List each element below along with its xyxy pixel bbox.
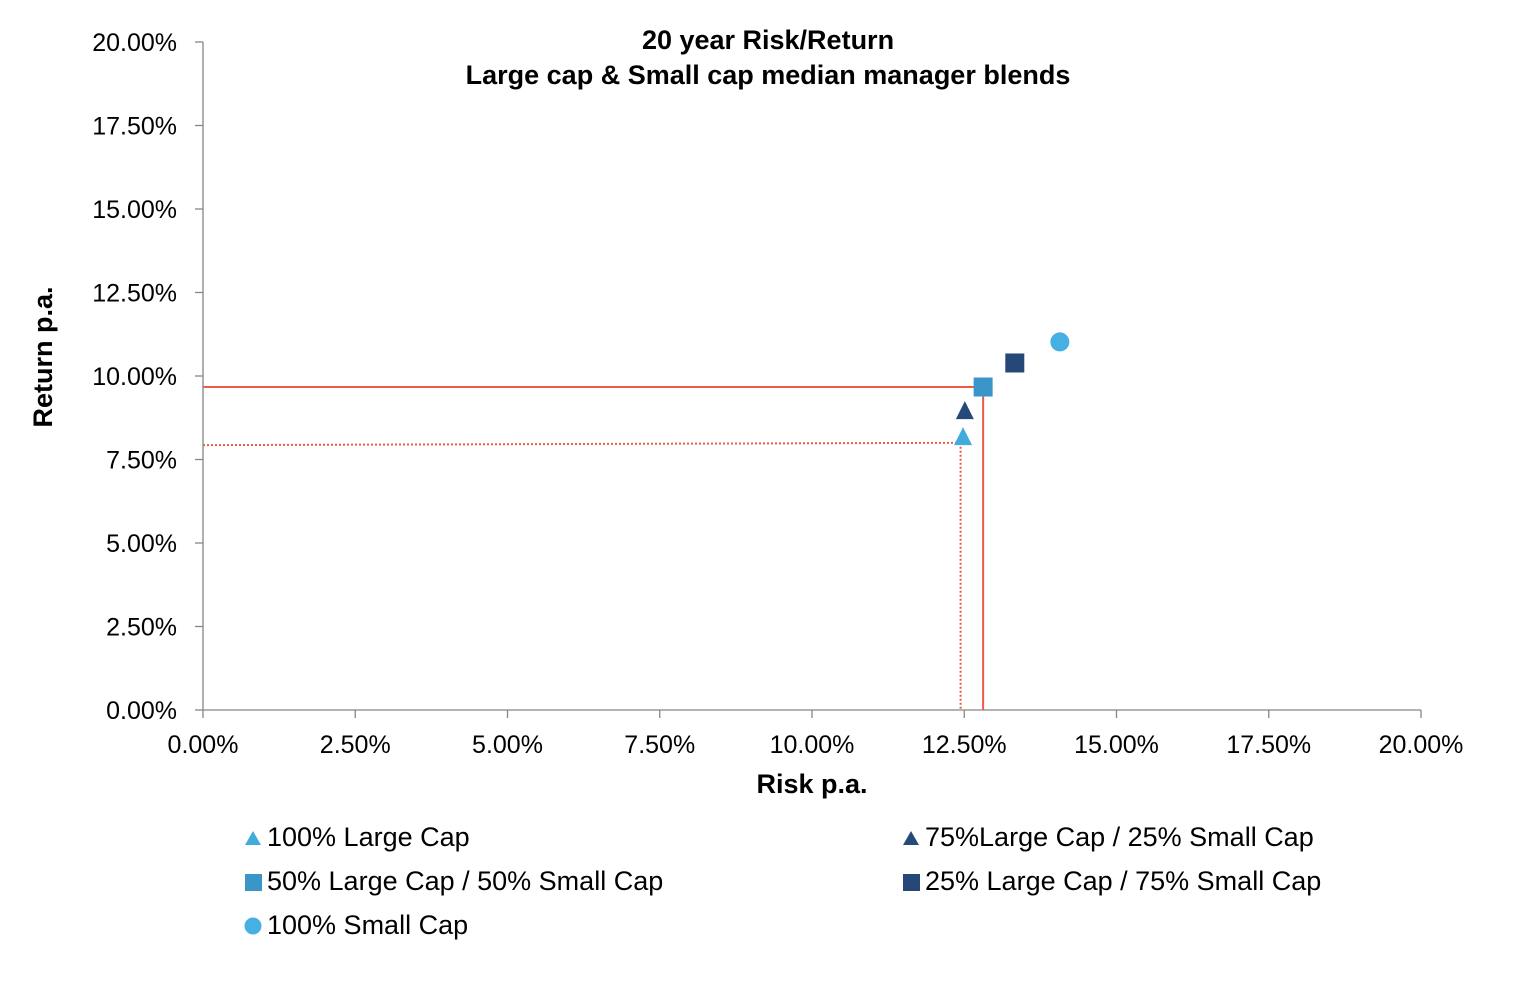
triangle-marker-icon (901, 828, 921, 848)
triangle-marker-icon (243, 828, 263, 848)
x-tick-label: 0.00% (168, 731, 239, 759)
square-marker-icon (901, 872, 921, 892)
y-tick-label: 2.50% (106, 614, 177, 642)
legend-label: 25% Large Cap / 75% Small Cap (925, 866, 1322, 896)
chart-title: 20 year Risk/Return (642, 25, 894, 55)
x-tick-label: 7.50% (624, 731, 695, 759)
x-tick-label: 20.00% (1379, 731, 1464, 759)
legend-label: 100% Large Cap (267, 822, 470, 852)
x-tick-label: 10.00% (770, 731, 855, 759)
x-tick-label: 15.00% (1074, 731, 1159, 759)
y-tick-label: 5.00% (106, 530, 177, 558)
x-tick-label: 5.00% (472, 731, 543, 759)
y-tick-label: 7.50% (106, 447, 177, 475)
y-tick-label: 15.00% (92, 196, 177, 224)
data-point-4 (1005, 353, 1025, 373)
data-point-3 (973, 377, 993, 397)
data-point-1 (954, 427, 973, 446)
data-point-5 (1050, 332, 1070, 352)
chart-subtitle: Large cap & Small cap median manager ble… (466, 60, 1071, 90)
legend-label: 50% Large Cap / 50% Small Cap (267, 866, 664, 896)
legend-label: 75%Large Cap / 25% Small Cap (925, 822, 1314, 852)
legend-label: 100% Small Cap (267, 910, 469, 940)
x-tick-label: 12.50% (922, 731, 1007, 759)
circle-marker-icon (243, 916, 263, 936)
legend-item-100-large-cap[interactable]: 100% Large Cap (243, 822, 470, 853)
square-marker-icon (243, 872, 263, 892)
y-tick-label: 10.00% (92, 363, 177, 391)
y-axis-title: Return p.a. (28, 286, 58, 427)
legend-item-100-small-cap[interactable]: 100% Small Cap (243, 910, 468, 941)
y-tick-label: 17.50% (92, 113, 177, 141)
y-tick-label: 20.00% (92, 29, 177, 57)
reference-line-horizontal (202, 441, 961, 447)
y-tick-label: 12.50% (92, 280, 177, 308)
legend-item-50-50[interactable]: 50% Large Cap / 50% Small Cap (243, 866, 663, 897)
x-tick-label: 17.50% (1226, 731, 1311, 759)
data-point-2 (955, 401, 974, 420)
y-tick-label: 0.00% (106, 697, 177, 725)
x-axis-title: Risk p.a. (756, 769, 867, 799)
legend-item-25-75[interactable]: 25% Large Cap / 75% Small Cap (901, 866, 1321, 897)
x-tick-label: 2.50% (320, 731, 391, 759)
legend-item-75-25[interactable]: 75%Large Cap / 25% Small Cap (901, 822, 1314, 853)
